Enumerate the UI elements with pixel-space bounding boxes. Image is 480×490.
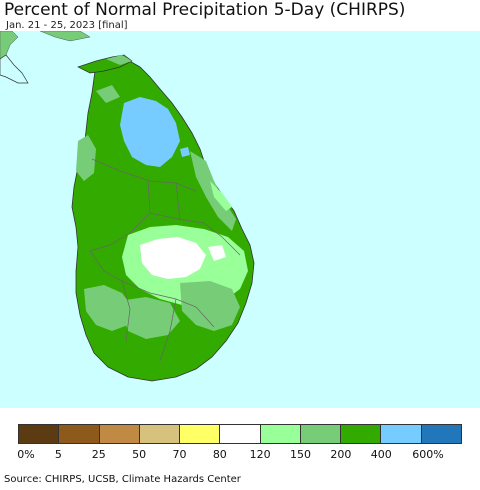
map-subtitle: Jan. 21 - 25, 2023 [final]: [6, 20, 128, 31]
india-coast-strip: [0, 54, 29, 84]
legend-tick-label: 200: [330, 448, 352, 461]
legend-swatch: [180, 425, 221, 443]
legend-tick-label: 600%: [412, 448, 444, 461]
north-blue-area: [120, 97, 180, 167]
west-coast-patch: [76, 135, 96, 181]
legend-tick-label: 50: [132, 448, 147, 461]
legend-tick-label: 70: [172, 448, 187, 461]
jaffna-green-light: [106, 55, 132, 65]
legend-swatch: [260, 425, 301, 443]
map-title: Percent of Normal Precipitation 5-Day (C…: [4, 0, 406, 20]
legend-swatch: [99, 425, 140, 443]
legend-swatch: [59, 425, 100, 443]
legend-swatch: [381, 425, 422, 443]
legend-swatch: [421, 425, 461, 443]
legend-swatch: [341, 425, 382, 443]
legend-tick-label: 80: [212, 448, 227, 461]
legend-tick-label: 150: [290, 448, 312, 461]
legend-tick-label: 25: [91, 448, 106, 461]
northwest-patch: [96, 85, 120, 103]
north-blue-small: [180, 147, 190, 157]
legend-swatch: [220, 425, 261, 443]
legend-color-bar: [18, 424, 462, 444]
legend-swatch: [19, 425, 60, 443]
legend-tick-label: 5: [54, 448, 62, 461]
legend-tick-label: 400: [370, 448, 392, 461]
south-green-area: [118, 297, 180, 339]
legend-swatch: [300, 425, 342, 443]
central-white-small: [208, 245, 226, 261]
east-coast-pale: [210, 181, 232, 211]
province-boundaries: [89, 158, 241, 362]
central-white-area: [140, 237, 206, 279]
legend-tick-label: 120: [249, 448, 271, 461]
legend-swatch: [139, 425, 181, 443]
southeast-green-area: [180, 281, 240, 331]
india-mainland: [0, 31, 19, 60]
southwest-green-area: [84, 285, 134, 331]
ocean-background: [0, 31, 480, 408]
precipitation-map: [0, 31, 480, 408]
legend-tick-label: 0%: [17, 448, 35, 461]
india-upper-land: [39, 31, 91, 42]
source-credit: Source: CHIRPS, UCSB, Climate Hazards Ce…: [4, 474, 241, 485]
